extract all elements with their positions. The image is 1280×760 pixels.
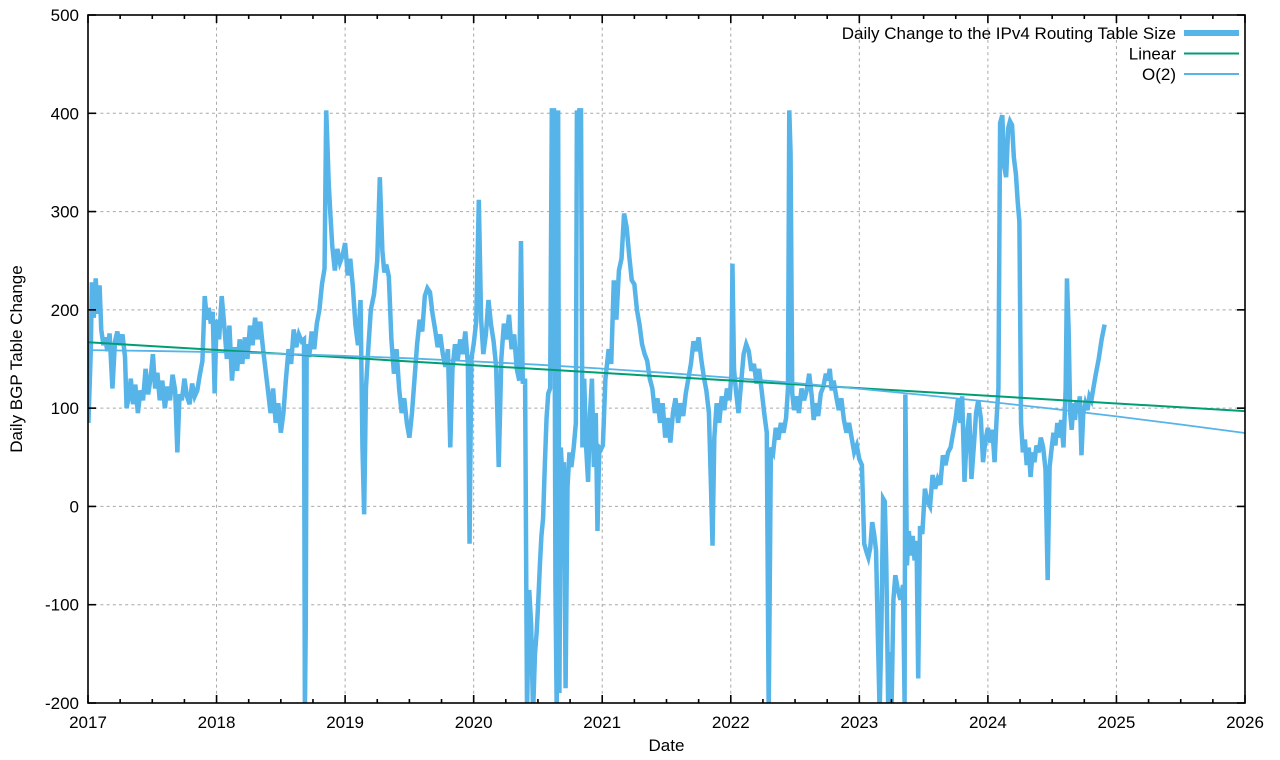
- axis-ticks: [87, 14, 1246, 704]
- series-group: [88, 108, 1245, 703]
- y-axis-title: Daily BGP Table Change: [7, 265, 26, 452]
- o2-fit-line: [88, 349, 1245, 434]
- y-tick-label: 400: [51, 104, 79, 123]
- x-tick-label: 2018: [198, 713, 236, 732]
- x-tick-label: 2021: [583, 713, 621, 732]
- grid-lines: [88, 15, 1245, 703]
- y-tick-label: 0: [70, 497, 79, 516]
- x-tick-label: 2020: [455, 713, 493, 732]
- x-tick-label: 2023: [840, 713, 878, 732]
- y-tick-label: 500: [51, 6, 79, 25]
- legend-label: O(2): [1142, 65, 1176, 84]
- legend-label: Linear: [1129, 45, 1177, 64]
- x-tick-label: 2024: [969, 713, 1007, 732]
- x-tick-label: 2022: [712, 713, 750, 732]
- y-tick-label: 300: [51, 203, 79, 222]
- x-tick-label: 2017: [69, 713, 107, 732]
- x-tick-label: 2026: [1226, 713, 1264, 732]
- tick-labels: 2017 2018 2019 2020 2021 2022 2023 2024 2025 2026…: [45, 6, 1264, 732]
- x-axis-title: Date: [649, 736, 685, 755]
- x-tick-label: 2019: [326, 713, 364, 732]
- x-tick-label: 2025: [1098, 713, 1136, 732]
- y-tick-label: -200: [45, 694, 79, 713]
- y-tick-label: 200: [51, 301, 79, 320]
- daily-change-line: [88, 108, 1107, 703]
- legend: Daily Change to the IPv4 Routing Table S…: [842, 24, 1239, 84]
- legend-label: Daily Change to the IPv4 Routing Table S…: [842, 24, 1176, 43]
- y-tick-label: -100: [45, 596, 79, 615]
- y-tick-label: 100: [51, 399, 79, 418]
